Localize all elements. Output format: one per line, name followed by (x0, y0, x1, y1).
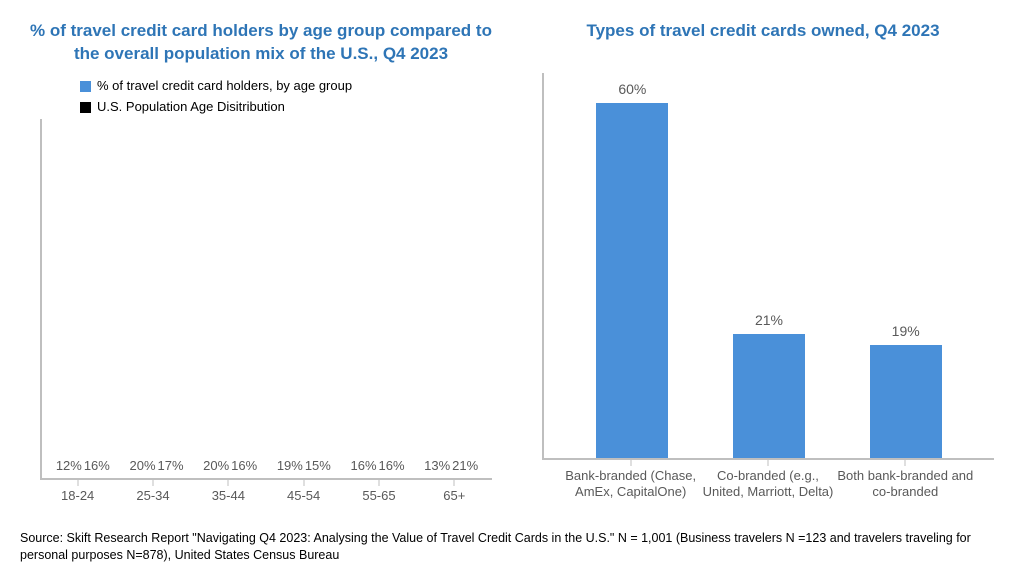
legend-label-0: % of travel credit card holders, by age … (97, 76, 352, 97)
x-category-label: 25-34 (115, 482, 190, 520)
legend-item-1: U.S. Population Age Disitribution (80, 97, 352, 118)
legend-swatch-0 (80, 81, 91, 92)
bar-wrap: 21% (701, 73, 838, 458)
bar-value-label: 19% (277, 458, 303, 473)
source-note: Source: Skift Research Report "Navigatin… (20, 530, 1004, 564)
left-chart-legend: % of travel credit card holders, by age … (80, 76, 352, 118)
bar-value-label: 16% (379, 458, 405, 473)
x-tick (905, 460, 906, 466)
x-category-label: 45-54 (266, 482, 341, 520)
right-chart-panel: Types of travel credit cards owned, Q4 2… (522, 20, 1004, 520)
x-category-label: Co-branded (e.g., United, Marriott, Delt… (699, 462, 836, 520)
bar-wrap: 60% (564, 73, 701, 458)
bar-value-label: 16% (84, 458, 110, 473)
bar-value-label: 20% (203, 458, 229, 473)
legend-swatch-1 (80, 102, 91, 113)
bar-value-label: 60% (618, 81, 646, 97)
left-chart-title: % of travel credit card holders by age g… (20, 20, 502, 66)
x-tick (767, 460, 768, 466)
bar-value-label: 16% (231, 458, 257, 473)
x-category-label: 65+ (417, 482, 492, 520)
bar: 21% (733, 334, 805, 458)
bar-value-label: 17% (157, 458, 183, 473)
left-chart-plot: 12%16%20%17%20%16%19%15%16%16%13%21% (40, 119, 492, 480)
x-tick (77, 480, 78, 486)
charts-container: % of travel credit card holders by age g… (0, 0, 1024, 520)
bar-wrap: 19% (837, 73, 974, 458)
x-tick (228, 480, 229, 486)
x-category-label: 18-24 (40, 482, 115, 520)
right-chart-plot: 60% 21% 19% (542, 73, 994, 460)
right-chart-xaxis: Bank-branded (Chase, AmEx, CapitalOne)Co… (542, 462, 994, 520)
x-tick (630, 460, 631, 466)
bar-value-label: 12% (56, 458, 82, 473)
bar-value-label: 13% (424, 458, 450, 473)
x-tick (378, 480, 379, 486)
left-chart-xaxis: 18-2425-3435-4445-5455-6565+ (40, 482, 492, 520)
left-chart-panel: % of travel credit card holders by age g… (20, 20, 502, 520)
bar-value-label: 19% (892, 323, 920, 339)
x-category-label: 35-44 (191, 482, 266, 520)
x-category-label: 55-65 (341, 482, 416, 520)
bar-value-label: 20% (129, 458, 155, 473)
bar-value-label: 16% (351, 458, 377, 473)
right-chart-area: 60% 21% 19% Bank-branded (Chase, AmEx, Cap… (522, 53, 1004, 520)
bar: 60% (596, 103, 668, 458)
x-tick (454, 480, 455, 486)
bar-value-label: 21% (452, 458, 478, 473)
x-category-label: Bank-branded (Chase, AmEx, CapitalOne) (562, 462, 699, 520)
x-category-label: Both bank-branded and co-branded (837, 462, 974, 520)
bar: 19% (870, 345, 942, 458)
left-chart-area: 12%16%20%17%20%16%19%15%16%16%13%21% 18-… (20, 119, 502, 520)
legend-label-1: U.S. Population Age Disitribution (97, 97, 285, 118)
x-tick (152, 480, 153, 486)
legend-item-0: % of travel credit card holders, by age … (80, 76, 352, 97)
bar-value-label: 15% (305, 458, 331, 473)
right-chart-title: Types of travel credit cards owned, Q4 2… (586, 20, 939, 43)
x-tick (303, 480, 304, 486)
bar-value-label: 21% (755, 312, 783, 328)
